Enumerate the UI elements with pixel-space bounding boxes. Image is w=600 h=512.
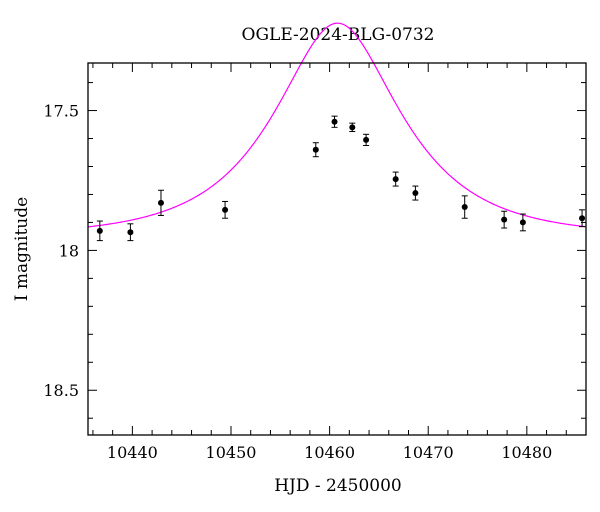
y-tick-label: 18 [59, 241, 79, 260]
data-marker [157, 199, 164, 206]
data-point [157, 189, 164, 216]
data-marker [392, 176, 399, 183]
x-tick-label: 10470 [403, 443, 454, 462]
data-point [412, 185, 419, 201]
x-axis-label: HJD - 2450000 [274, 476, 402, 496]
data-marker [312, 146, 319, 153]
y-tick-label: 17.5 [43, 102, 79, 121]
data-point [96, 220, 103, 242]
plot-frame [87, 62, 587, 436]
data-marker [461, 204, 468, 211]
chart-title: OGLE-2024-BLG-0732 [242, 25, 435, 45]
data-point [363, 133, 370, 147]
data-marker [519, 219, 526, 226]
plot-area [87, 22, 587, 242]
data-marker [96, 227, 103, 234]
model-curve [87, 22, 587, 228]
data-point [579, 209, 586, 228]
data-marker [363, 136, 370, 143]
x-tick-label: 10450 [206, 443, 257, 462]
data-point [349, 122, 356, 133]
data-marker [331, 118, 338, 125]
data-marker [412, 190, 419, 197]
data-point [312, 142, 319, 158]
axis-ticks: 10440 10450 10460 10470 10480 17.5 18 18.5 [43, 63, 587, 462]
data-point [519, 213, 526, 232]
data-marker [127, 229, 134, 236]
data-point [392, 171, 399, 187]
x-tick-label: 10460 [304, 443, 355, 462]
data-marker [501, 216, 508, 223]
data-marker [579, 215, 586, 222]
data-point [222, 200, 229, 219]
data-point [501, 210, 508, 229]
data-point [127, 223, 134, 242]
data-point [461, 195, 468, 219]
y-tick-label: 18.5 [43, 381, 79, 400]
y-axis-label: I magnitude [12, 197, 32, 301]
x-tick-label: 10480 [501, 443, 552, 462]
data-marker [349, 124, 356, 131]
x-tick-label: 10440 [107, 443, 158, 462]
data-marker [222, 206, 229, 213]
data-point [331, 115, 338, 128]
